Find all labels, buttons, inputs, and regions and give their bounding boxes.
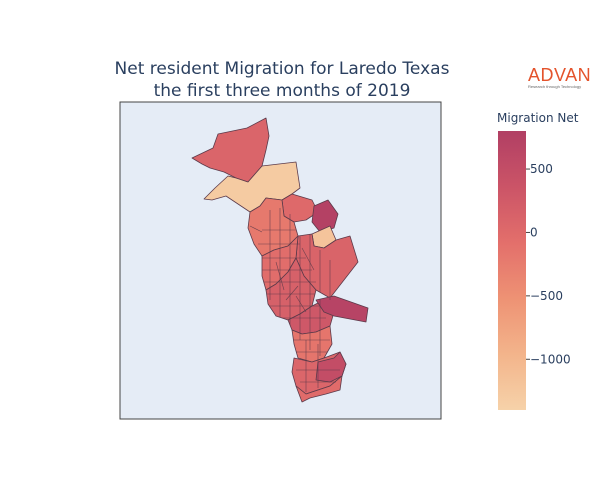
tract-boundary-line <box>285 285 299 301</box>
colorbar-title: Migration Net <box>497 111 579 125</box>
region-far-south-tract[interactable] <box>295 375 343 403</box>
colorbar-tick-label: 500 <box>530 162 553 176</box>
tract-boundary-line <box>301 247 315 271</box>
colorbar-tick-label: −1000 <box>530 352 571 366</box>
colorbar-tick-label: −500 <box>530 289 563 303</box>
colorbar-ticks: 500 0 −500 −1000 <box>526 162 571 366</box>
logo-tagline: Research through Technology <box>528 84 582 89</box>
region-upper-east-tract[interactable] <box>311 199 339 233</box>
region-central-tract[interactable] <box>265 257 317 321</box>
title-line-1: Net resident Migration for Laredo Texas <box>114 59 450 79</box>
region-south-central-tract[interactable] <box>291 325 333 363</box>
region-east-extension-tract[interactable] <box>315 295 369 323</box>
tract-boundary-line <box>249 225 263 233</box>
colorbar <box>498 131 526 410</box>
tract-boundaries <box>249 208 340 392</box>
chart-title: Net resident Migration for Laredo Texas … <box>82 58 482 102</box>
region-layer <box>191 117 369 403</box>
region-north-river-tract[interactable] <box>203 161 301 213</box>
tract-boundary-line <box>295 295 307 313</box>
title-line-2: the first three months of 2019 <box>153 81 411 101</box>
colorbar-tick-label: 0 <box>530 225 538 239</box>
region-south-east-tract[interactable] <box>315 351 347 383</box>
tract-boundary-line <box>275 261 285 291</box>
